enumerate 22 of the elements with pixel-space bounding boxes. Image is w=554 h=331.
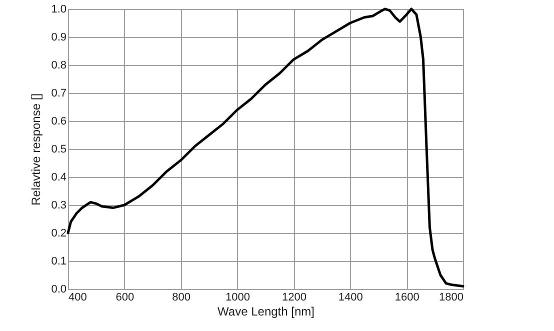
line-series: [66, 8, 464, 288]
y-tick-label: 0.9: [51, 32, 66, 44]
x-tick-label: 1600: [394, 292, 420, 304]
y-tick-label: 0.7: [51, 88, 66, 100]
x-tick-label: 400: [68, 292, 87, 304]
x-tick-label: 1400: [338, 292, 363, 304]
y-tick-label: 0.2: [51, 228, 66, 240]
x-axis-title: Wave Length [nm]: [218, 304, 314, 318]
y-axis-title: Relavtive response []: [29, 93, 44, 206]
y-tick-label: 0.8: [51, 60, 66, 72]
y-tick-label: 0.1: [51, 256, 66, 268]
x-tick-label: 1200: [282, 292, 306, 304]
y-tick-label: 0.3: [51, 200, 66, 212]
x-tick-label: 1800: [439, 292, 464, 304]
y-tick-label: 1.0: [51, 4, 66, 16]
x-tick-label: 800: [172, 292, 191, 304]
y-tick-label: 0.5: [51, 144, 66, 156]
y-tick-label: 0.6: [51, 116, 66, 128]
x-tick-label: 1000: [226, 292, 250, 304]
y-tick-label: 0.4: [51, 172, 66, 184]
y-tick-label: 0.0: [51, 284, 66, 296]
x-tick-label: 600: [116, 292, 134, 304]
